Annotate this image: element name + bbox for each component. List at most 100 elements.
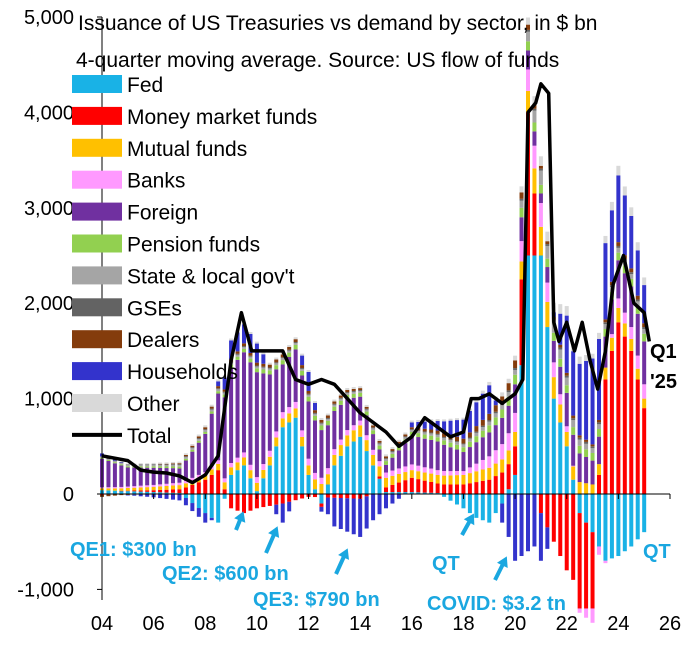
bar-segment-mutual-funds — [616, 307, 621, 323]
bar-segment-state-local-gov-t — [319, 423, 324, 426]
bar-segment-money-market-funds — [564, 494, 569, 571]
bar-segment-fed — [138, 491, 143, 494]
bar-segment-pension-funds — [280, 360, 285, 365]
bar-segment-state-local-gov-t — [119, 463, 124, 465]
bar-segment-foreign — [280, 364, 285, 413]
bar-segment-gses — [158, 464, 163, 465]
bar-segment-households — [254, 343, 259, 363]
bar-segment-households — [138, 494, 143, 497]
bar-segment-fed — [629, 494, 634, 547]
bar-segment-fed — [519, 365, 524, 494]
bar-segment-banks — [629, 327, 634, 339]
bar-segment-other — [480, 390, 485, 394]
bar-segment-foreign — [571, 434, 576, 466]
bar-segment-fed — [384, 492, 388, 494]
bar-segment-money-market-funds — [538, 494, 543, 514]
bar-segment-state-local-gov-t — [642, 328, 647, 334]
bar-segment-foreign — [358, 396, 363, 421]
bar-segment-mutual-funds — [274, 437, 279, 447]
bar-segment-gses — [416, 430, 421, 432]
bar-segment-households — [222, 377, 227, 390]
bar-segment-banks — [642, 384, 647, 399]
bar-segment-other — [409, 420, 414, 423]
bar-segment-money-market-funds — [171, 489, 175, 493]
bar-segment-state-local-gov-t — [274, 363, 279, 366]
bar-segment-mutual-funds — [635, 368, 640, 380]
bar-segment-foreign — [584, 456, 589, 484]
bar-segment-dealers — [455, 436, 459, 442]
bar-segment-other — [351, 387, 356, 389]
bar-segment-money-market-funds — [597, 474, 601, 494]
bar-segment-pension-funds — [106, 459, 111, 461]
bar-segment-foreign — [493, 425, 498, 451]
bar-segment-money-market-funds — [119, 490, 124, 492]
bar-segment-dealers — [364, 406, 369, 409]
bar-segment-gses — [571, 418, 576, 421]
bar-segment-fed — [409, 492, 414, 494]
bar-segment-money-market-funds — [158, 489, 163, 493]
bar-segment-dealers — [487, 413, 492, 421]
bar-segment-dealers — [467, 432, 472, 438]
bar-segment-mutual-funds — [545, 301, 550, 328]
bar-segment-foreign — [545, 267, 550, 283]
bar-segment-foreign — [229, 367, 234, 463]
bar-segment-other — [125, 463, 130, 465]
bar-segment-other — [190, 444, 195, 446]
bar-segment-mutual-funds — [145, 487, 150, 491]
bar-segment-gses — [629, 272, 634, 275]
bar-segment-mutual-funds — [209, 469, 214, 475]
bar-segment-money-market-funds — [519, 279, 524, 366]
bar-segment-fed — [106, 490, 111, 494]
bar-segment-mutual-funds — [293, 408, 298, 418]
bar-segment-pension-funds — [183, 458, 188, 461]
bar-segment-other — [222, 375, 227, 378]
bar-segment-other — [171, 461, 175, 464]
bar-segment-pension-funds — [558, 358, 563, 367]
bar-segment-other — [558, 304, 563, 314]
bar-segment-dealers — [235, 351, 240, 354]
bar-segment-money-market-funds — [422, 480, 427, 493]
bar-segment-gses — [287, 349, 292, 351]
bar-segment-other — [487, 381, 492, 386]
bar-segment-foreign — [364, 415, 369, 436]
legend-label: Other — [127, 393, 180, 416]
bar-segment-other — [164, 462, 169, 464]
bar-segment-gses — [138, 464, 143, 465]
bar-segment-mutual-funds — [538, 226, 543, 256]
bar-segment-state-local-gov-t — [526, 31, 530, 42]
bar-segment-money-market-funds — [500, 472, 505, 494]
bar-segment-dealers — [325, 415, 330, 418]
bar-segment-dealers — [261, 363, 266, 367]
bar-segment-gses — [112, 460, 117, 462]
bar-segment-mutual-funds — [280, 418, 285, 428]
bar-segment-gses — [235, 353, 240, 355]
bar-segment-banks — [461, 471, 466, 475]
bar-segment-pension-funds — [325, 420, 330, 426]
annotation-arrow-head — [268, 526, 280, 538]
bar-segment-money-market-funds — [313, 494, 317, 498]
bar-segment-dealers — [584, 439, 589, 442]
bar-segment-state-local-gov-t — [571, 420, 576, 428]
bar-segment-money-market-funds — [293, 494, 298, 501]
bar-segment-other — [300, 353, 305, 356]
bar-segment-other — [461, 417, 466, 420]
bar-segment-dealers — [171, 463, 175, 465]
bar-segment-mutual-funds — [216, 463, 221, 471]
bar-segment-mutual-funds — [590, 484, 595, 494]
bar-segment-state-local-gov-t — [313, 413, 317, 416]
bar-segment-dealers — [390, 449, 395, 451]
bar-segment-money-market-funds — [435, 483, 440, 494]
bar-segment-foreign — [287, 357, 292, 408]
legend-swatch — [72, 394, 122, 412]
bar-segment-pension-funds — [151, 466, 156, 468]
bar-segment-dealers — [409, 427, 414, 430]
bar-segment-pension-funds — [254, 368, 259, 373]
bar-segment-fed — [319, 494, 324, 504]
bar-segment-mutual-funds — [371, 454, 376, 466]
bar-segment-state-local-gov-t — [261, 367, 266, 370]
bar-segment-mutual-funds — [442, 475, 447, 485]
bar-segment-households — [377, 494, 382, 515]
bar-segment-foreign — [313, 420, 317, 473]
x-tick-label: 08 — [194, 613, 216, 635]
